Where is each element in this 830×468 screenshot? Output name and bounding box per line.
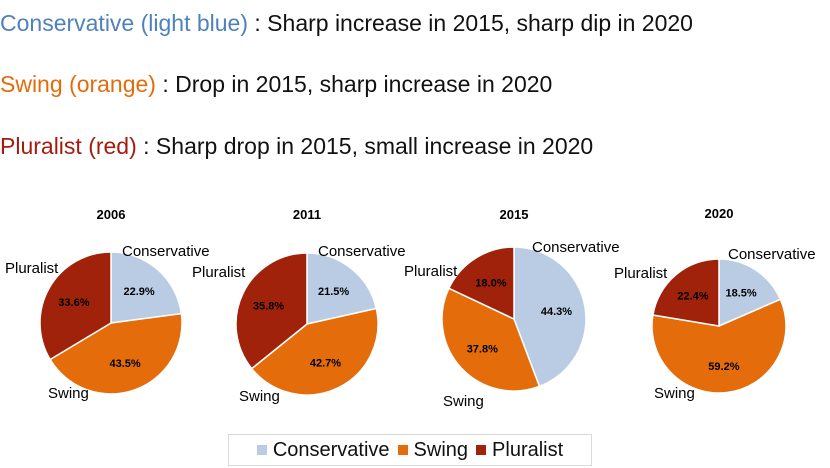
- category-label-swing: Swing: [239, 388, 280, 405]
- pie-chart-2011: 2011 21.5% 42.7% 35.8% Conservative Swing Plur…: [192, 207, 406, 405]
- pie-chart-2006: 2006 22.9% 43.5% 33.6% Conservative Swing Plur…: [5, 207, 210, 402]
- note-conservative: Conservative (light blue) : Sharp increa…: [0, 10, 693, 37]
- note-swing: Swing (orange) : Drop in 2015, sharp inc…: [0, 71, 552, 98]
- data-label: 43.5%: [109, 358, 140, 370]
- note-text: : Sharp increase in 2015, sharp dip in 2…: [248, 10, 693, 36]
- data-label: 33.6%: [58, 297, 89, 309]
- data-label: 35.8%: [253, 301, 284, 313]
- note-key: Conservative (light blue): [0, 10, 249, 36]
- category-label-conservative: Conservative: [318, 243, 406, 260]
- pie-chart-2020: 2020 18.5% 59.2% 22.4% Conservative Swing Plur…: [614, 206, 816, 402]
- category-label-swing: Swing: [443, 393, 484, 410]
- category-label-pluralist: Pluralist: [614, 265, 668, 282]
- legend-item-pluralist: Pluralist: [476, 439, 563, 462]
- data-label: 59.2%: [708, 361, 739, 373]
- data-label: 44.3%: [541, 306, 572, 318]
- data-label: 18.5%: [725, 287, 756, 299]
- pie-chart-2015: 2015 44.3% 37.8% 18.0% Conservative Swing Plur…: [404, 207, 620, 410]
- pie-slice-conservative: [306, 252, 378, 325]
- data-label: 37.8%: [467, 343, 498, 355]
- category-label-pluralist: Pluralist: [192, 264, 246, 281]
- category-label-swing: Swing: [48, 385, 89, 402]
- legend-item-conservative: Conservative: [256, 438, 390, 462]
- chart-legend: Conservative Swing Pluralist: [228, 434, 592, 466]
- chart-title: 2011: [293, 207, 321, 222]
- pie-slice-pluralist: [652, 258, 720, 327]
- note-text: : Drop in 2015, sharp increase in 2020: [155, 71, 553, 97]
- pie-slice-conservative: [718, 258, 782, 328]
- pie-slice-pluralist: [447, 246, 515, 321]
- note-pluralist: Pluralist (red) : Sharp drop in 2015, sm…: [0, 133, 593, 160]
- pie-slice-swing: [49, 312, 183, 395]
- category-label-conservative: Conservative: [532, 239, 620, 256]
- legend-swatch: [256, 445, 267, 455]
- data-label: 22.9%: [123, 286, 154, 298]
- legend-label: Pluralist: [492, 438, 564, 461]
- legend-label: Conservative: [272, 438, 390, 461]
- pie-slice-pluralist: [39, 251, 112, 361]
- category-label-conservative: Conservative: [728, 246, 816, 263]
- note-key: Swing (orange): [0, 71, 156, 97]
- pie-slice-conservative: [513, 246, 587, 388]
- pie-slice-swing: [441, 287, 541, 392]
- category-label-pluralist: Pluralist: [5, 260, 59, 277]
- data-label: 22.4%: [677, 290, 708, 302]
- legend-swatch: [397, 445, 408, 455]
- category-label-pluralist: Pluralist: [404, 263, 458, 280]
- pie-slice-conservative: [110, 251, 183, 324]
- legend-label: Swing: [413, 438, 469, 461]
- pie-slice-swing: [250, 307, 379, 396]
- chart-title: 2015: [500, 207, 529, 222]
- chart-title: 2020: [705, 206, 734, 221]
- note-key: Pluralist (red): [0, 133, 137, 159]
- note-text: : Sharp drop in 2015, small increase in …: [136, 133, 594, 159]
- data-label: 42.7%: [310, 357, 341, 369]
- category-label-swing: Swing: [654, 385, 695, 402]
- legend-swatch: [476, 445, 487, 455]
- pie-slice-swing: [651, 298, 787, 394]
- pie-slice-pluralist: [235, 252, 308, 370]
- category-label-conservative: Conservative: [122, 243, 210, 260]
- legend-item-swing: Swing: [397, 438, 469, 462]
- chart-title: 2006: [97, 207, 126, 222]
- data-label: 18.0%: [475, 278, 506, 290]
- data-label: 21.5%: [318, 286, 349, 298]
